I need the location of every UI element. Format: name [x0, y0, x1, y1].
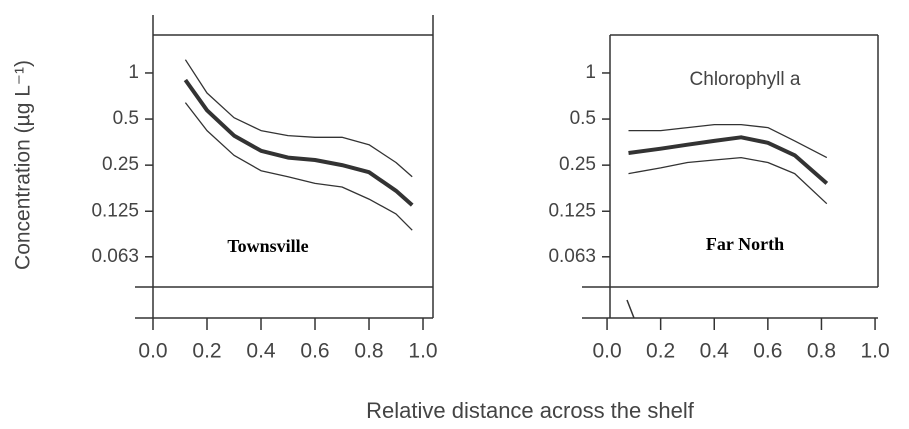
y-tick-label: 0.063 — [91, 246, 139, 267]
x-tick-label: 0.2 — [192, 340, 221, 363]
confidence-line — [628, 123, 828, 159]
x-tick-label: 0.8 — [807, 340, 836, 363]
y-axis-label: Concentration (µg L⁻¹) — [12, 60, 35, 270]
x-tick-label: 0.4 — [700, 340, 730, 363]
panel-label: Townsville — [227, 236, 308, 256]
x-tick-label: 0.8 — [354, 340, 383, 363]
x-tick-label: 0.2 — [646, 340, 675, 363]
y-tick-label: 0.5 — [113, 108, 139, 129]
x-tick-label: 0.4 — [246, 340, 276, 363]
x-tick-label: 0.0 — [592, 340, 621, 363]
y-tick-label: 0.125 — [548, 200, 596, 221]
fit-line — [628, 135, 829, 185]
y-tick-label: 0.063 — [548, 246, 596, 267]
confidence-line — [184, 102, 413, 231]
y-tick-label: 1 — [585, 62, 596, 83]
x-tick-label: 0.6 — [753, 340, 782, 363]
y-tick-label: 0.25 — [102, 154, 139, 175]
y-tick-label: 1 — [128, 62, 139, 83]
x-tick-label: 0.0 — [138, 340, 167, 363]
panel-title: Chlorophyll a — [690, 69, 801, 90]
x-tick-label: 0.6 — [300, 340, 329, 363]
confidence-line — [184, 59, 413, 178]
stray-mark — [626, 299, 635, 319]
panel-label: Far North — [706, 234, 784, 254]
x-axis-label: Relative distance across the shelf — [366, 398, 695, 423]
x-tick-label: 1.0 — [408, 340, 437, 363]
fit-line — [183, 78, 414, 207]
y-tick-label: 0.25 — [559, 154, 596, 175]
confidence-line — [628, 156, 828, 205]
y-tick-label: 0.5 — [570, 108, 596, 129]
y-tick-label: 0.125 — [91, 200, 139, 221]
x-tick-label: 1.0 — [860, 340, 889, 363]
